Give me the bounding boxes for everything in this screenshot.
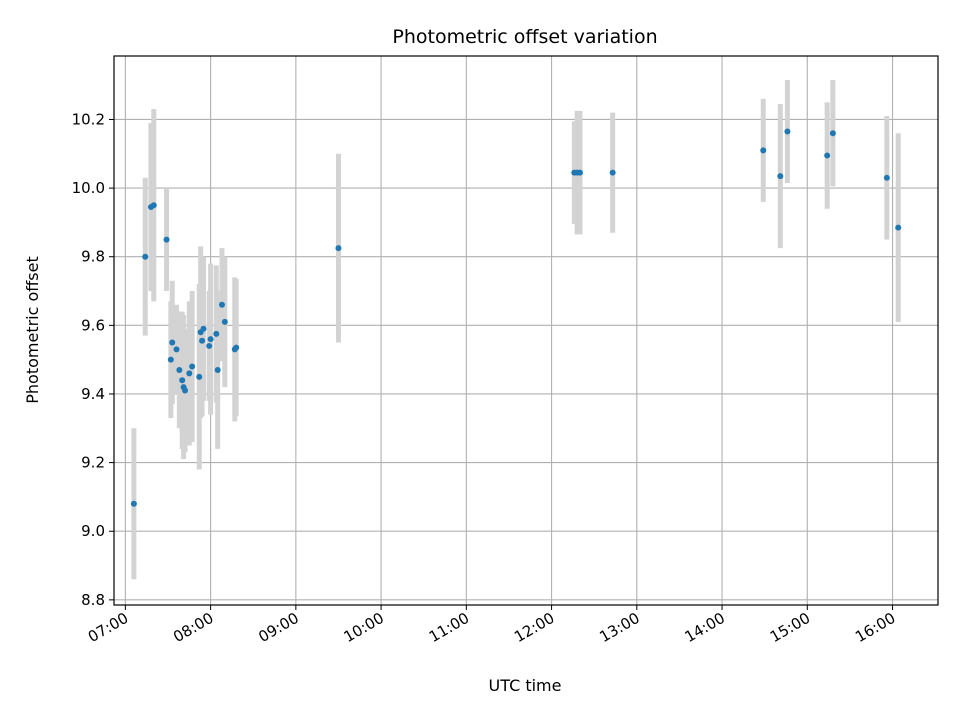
data-point [142,253,149,260]
x-axis-ticks: 07:00 08:00 09:00 10:00 11:00 12:00 13:00 14:00… [85,605,899,646]
y-axis-label: Photometric offset [23,256,42,404]
data-point [163,236,170,243]
y-tick-label: 9.0 [81,522,105,540]
data-point [196,373,203,380]
data-point [173,346,180,353]
data-point [233,344,240,351]
data-point [186,370,193,377]
data-point [206,342,213,349]
y-tick-label: 10.2 [72,110,105,128]
y-tick-label: 9.8 [81,248,105,266]
data-point [176,366,183,373]
data-point [199,337,206,344]
x-tick-label: 14:00 [682,609,728,646]
data-point [213,330,220,337]
data-point [207,336,214,343]
grid-lines [114,56,938,605]
data-point [182,387,189,394]
x-tick-label: 07:00 [85,609,131,646]
y-tick-label: 8.8 [81,591,105,609]
data-point [221,318,228,325]
data-point [824,152,831,159]
data-point [189,363,196,370]
y-tick-label: 9.4 [81,385,105,403]
data-point [335,245,342,252]
data-point [169,339,176,346]
axes-frame [113,55,939,606]
chart-title: Photometric offset variation [392,26,657,48]
data-point [150,202,157,209]
data-points [130,128,902,507]
data-point [218,301,225,308]
data-point [167,356,174,363]
data-point [760,147,767,154]
data-point [777,173,784,180]
x-tick-label: 10:00 [341,609,387,646]
x-axis-label: UTC time [489,676,562,695]
x-tick-label: 16:00 [852,609,898,646]
x-tick-label: 08:00 [170,609,216,646]
y-tick-label: 9.2 [81,454,105,472]
data-point [130,500,137,507]
data-point [784,128,791,135]
data-point [883,174,890,181]
y-tick-label: 9.6 [81,316,105,334]
data-point [200,325,207,332]
data-point [609,169,616,176]
error-bars [131,80,901,580]
data-point [214,366,221,373]
data-point [576,169,583,176]
y-axis-ticks: 8.8 9.0 9.2 9.4 9.6 9.8 10.0 10.2 [72,110,114,609]
y-tick-label: 10.0 [72,179,105,197]
x-tick-label: 15:00 [767,609,813,646]
data-point [179,377,186,384]
x-tick-label: 13:00 [596,609,642,646]
data-point [895,224,902,231]
x-tick-label: 09:00 [255,609,301,646]
data-point [829,130,836,137]
x-tick-label: 11:00 [426,609,472,646]
x-tick-label: 12:00 [511,609,557,646]
